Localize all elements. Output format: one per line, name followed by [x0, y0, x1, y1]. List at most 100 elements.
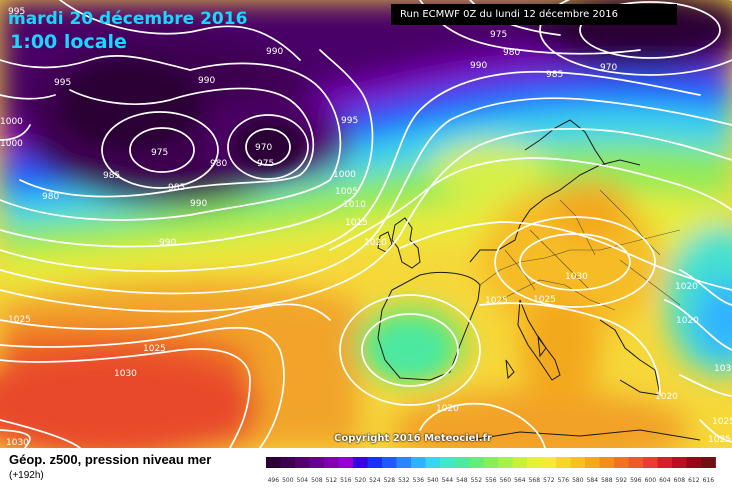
model-run-label: Run ECMWF 0Z du lundi 12 décembre 2016 — [391, 4, 677, 25]
isobar-labels: 995 990 990 995 1000 1000 975 980 975 97… — [0, 7, 732, 448]
legend-swatch — [599, 457, 615, 468]
isobar-label: 1000 — [0, 139, 23, 149]
isobar-label: 1030 — [714, 364, 732, 374]
legend-tick-label: 496 — [268, 477, 280, 484]
legend-swatch — [440, 457, 455, 468]
legend-tick-label: 616 — [703, 477, 715, 484]
legend-swatch — [527, 457, 542, 468]
legend-tick-label: 600 — [645, 477, 657, 484]
isobar-label: 990 — [266, 47, 283, 57]
legend-swatch — [512, 457, 528, 468]
legend-tick-label: 584 — [587, 477, 599, 484]
isobar-label: 1025 — [143, 344, 166, 354]
legend-tick-label: 500 — [282, 477, 294, 484]
legend-tick-label: 608 — [674, 477, 686, 484]
isobar-label: 1025 — [708, 435, 731, 445]
isobar-label: 990 — [470, 61, 487, 71]
legend-swatch — [556, 457, 571, 468]
legend-swatch — [469, 457, 484, 468]
isobar-label: 1005 — [335, 187, 358, 197]
isobar-label: 1030 — [114, 369, 137, 379]
legend-swatch — [657, 457, 673, 468]
isobar-label: 1025 — [485, 296, 508, 306]
isobar-label: 1030 — [6, 438, 29, 448]
legend-swatch — [454, 457, 470, 468]
isobar-label: 975 — [257, 159, 274, 169]
legend-swatch — [483, 457, 499, 468]
legend-swatch — [266, 457, 281, 468]
legend-tick-label: 588 — [601, 477, 613, 484]
isobar-label: 985 — [168, 183, 185, 193]
color-scale-legend: 496 500 504 508 512 516 520 524 528 532 536 540 544 5… — [266, 457, 716, 484]
legend-tick-label: 556 — [485, 477, 497, 484]
isobar-label: 1020 — [364, 238, 387, 248]
legend-swatch — [541, 457, 557, 468]
legend-swatch — [585, 457, 600, 468]
legend-tick-label: 568 — [529, 477, 541, 484]
isobar-lines — [0, 0, 732, 448]
map-footer: Géop. z500, pression niveau mer (+192h) … — [0, 448, 732, 488]
legend-tick-label: 540 — [427, 477, 439, 484]
legend-swatch — [353, 457, 368, 468]
isobar-label: 990 — [198, 76, 215, 86]
legend-swatch — [309, 457, 325, 468]
isobar-label: 995 — [54, 78, 71, 88]
legend-swatch — [643, 457, 658, 468]
map-canvas: 995 990 990 995 1000 1000 975 980 975 97… — [0, 0, 732, 448]
legend-swatch — [338, 457, 354, 468]
legend-tick-label: 572 — [543, 477, 555, 484]
legend-tick-label: 564 — [514, 477, 526, 484]
legend-swatch — [570, 457, 586, 468]
isobar-label: 980 — [42, 192, 59, 202]
legend-swatch — [367, 457, 383, 468]
legend-swatch — [686, 457, 702, 468]
isobar-label: 1010 — [343, 200, 366, 210]
isobar-label: 995 — [341, 116, 358, 126]
legend-tick-label: 544 — [442, 477, 454, 484]
isobar-label: 985 — [103, 171, 120, 181]
legend-tick-label: 592 — [616, 477, 628, 484]
legend-tick-label: 612 — [688, 477, 700, 484]
isobar-label: 970 — [255, 143, 272, 153]
forecast-time: 1:00 locale — [10, 31, 127, 53]
legend-swatch — [382, 457, 397, 468]
isobar-label: 1020 — [675, 282, 698, 292]
isobar-label: 980 — [503, 48, 520, 58]
isobar-label: 1015 — [345, 218, 368, 228]
legend-swatch — [672, 457, 687, 468]
legend-swatch — [628, 457, 644, 468]
isobar-label: 995 — [8, 7, 25, 17]
isobar-label: 990 — [190, 199, 207, 209]
legend-tick-label: 560 — [500, 477, 512, 484]
isobar-label: 975 — [151, 148, 168, 158]
isobar-label: 1000 — [0, 117, 23, 127]
forecast-date: mardi 20 décembre 2016 — [8, 9, 248, 29]
legend-swatch — [614, 457, 629, 468]
legend-tick-label: 552 — [471, 477, 483, 484]
legend-swatch — [280, 457, 296, 468]
isobar-label: 1020 — [655, 392, 678, 402]
isobar-label: 990 — [159, 238, 176, 248]
legend-swatch — [701, 457, 716, 468]
legend-tick-label: 604 — [659, 477, 671, 484]
isobar-label: 1025 — [712, 417, 732, 427]
isobar-label: 970 — [600, 63, 617, 73]
legend-swatch — [324, 457, 339, 468]
legend-tick-label: 536 — [413, 477, 425, 484]
legend-swatch — [396, 457, 412, 468]
legend-tick-label: 524 — [369, 477, 381, 484]
legend-tick-label: 504 — [297, 477, 309, 484]
forecast-lead-time: (+192h) — [9, 470, 44, 481]
borders — [479, 189, 681, 311]
legend-tick-label: 596 — [630, 477, 642, 484]
legend-tick-label: 512 — [326, 477, 338, 484]
legend-swatch — [411, 457, 426, 468]
isobar-label: 1020 — [676, 316, 699, 326]
isobar-label: 980 — [210, 159, 227, 169]
legend-swatch — [295, 457, 310, 468]
isobar-label: 1025 — [8, 315, 31, 325]
isobar-label: 1025 — [533, 295, 556, 305]
isobar-label: 975 — [490, 30, 507, 40]
legend-tick-label: 508 — [311, 477, 323, 484]
